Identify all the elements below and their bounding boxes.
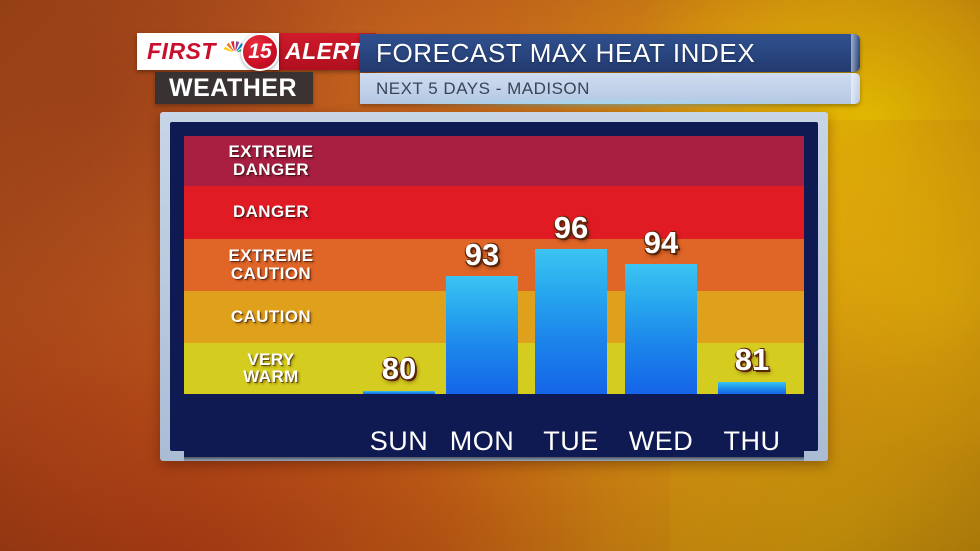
bar-thu	[718, 382, 786, 394]
day-label-mon: MON	[449, 426, 515, 456]
band-danger	[184, 186, 804, 239]
logo-channel-badge: 15	[240, 32, 279, 71]
day-label-tue: TUE	[543, 426, 599, 456]
weather-banner: WEATHER	[155, 72, 314, 104]
logo-first-text: FIRST	[147, 38, 216, 64]
bar-mon	[446, 276, 518, 394]
page-subtitle: NEXT 5 DAYS - MADISON	[376, 79, 590, 98]
day-label-sun: SUN	[369, 426, 429, 456]
day-label-wed: WED	[628, 426, 694, 456]
chart-frame: EXTREME DANGER DANGER EXTREME CAUTION CAUTI…	[160, 112, 828, 462]
weather-banner-text: WEATHER	[169, 73, 298, 102]
bar-tue	[535, 249, 607, 394]
plot-bottom-shadow	[184, 457, 804, 462]
logo-first-plate: FIRST 15	[137, 32, 279, 71]
logo-alert-text: ALERT	[270, 33, 376, 70]
chart-frame-inner: EXTREME DANGER DANGER EXTREME CAUTION CAUTI…	[170, 122, 818, 462]
headline-bar-shine	[851, 34, 860, 72]
band-extreme-danger	[184, 136, 804, 187]
bar-value-sun: 80	[381, 351, 417, 386]
subheadline-bar-shine	[851, 73, 860, 104]
bar-value-thu: 81	[734, 342, 770, 377]
station-logo: FIRST 15	[137, 32, 376, 71]
band-label-1: DANGER	[232, 202, 310, 222]
page-title: FORECAST MAX HEAT INDEX	[376, 38, 756, 68]
band-label-3: CAUTION	[230, 307, 312, 327]
bar-value-tue: 96	[553, 210, 589, 245]
bar-value-mon: 93	[464, 237, 500, 272]
headline-bar: FORECAST MAX HEAT INDEX	[360, 34, 860, 72]
band-label-0: EXTREME DANGER	[228, 142, 314, 179]
bar-value-wed: 94	[643, 225, 679, 260]
bars-layer: 80 93 96 94 81	[184, 136, 804, 394]
x-axis-day-labels: SUN MON TUE WED THU	[184, 426, 804, 457]
band-label-2: EXTREME CAUTION	[228, 246, 314, 283]
bar-sun	[363, 391, 435, 394]
bar-wed	[625, 264, 697, 394]
chart-plot: EXTREME DANGER DANGER EXTREME CAUTION CAUTI…	[184, 136, 804, 426]
subheadline-bar: NEXT 5 DAYS - MADISON	[360, 73, 860, 104]
band-label-4: VERY WARM	[243, 349, 299, 387]
header: FIRST 15	[0, 0, 980, 112]
headline-underglow	[370, 101, 840, 108]
day-label-thu: THU	[723, 426, 781, 456]
